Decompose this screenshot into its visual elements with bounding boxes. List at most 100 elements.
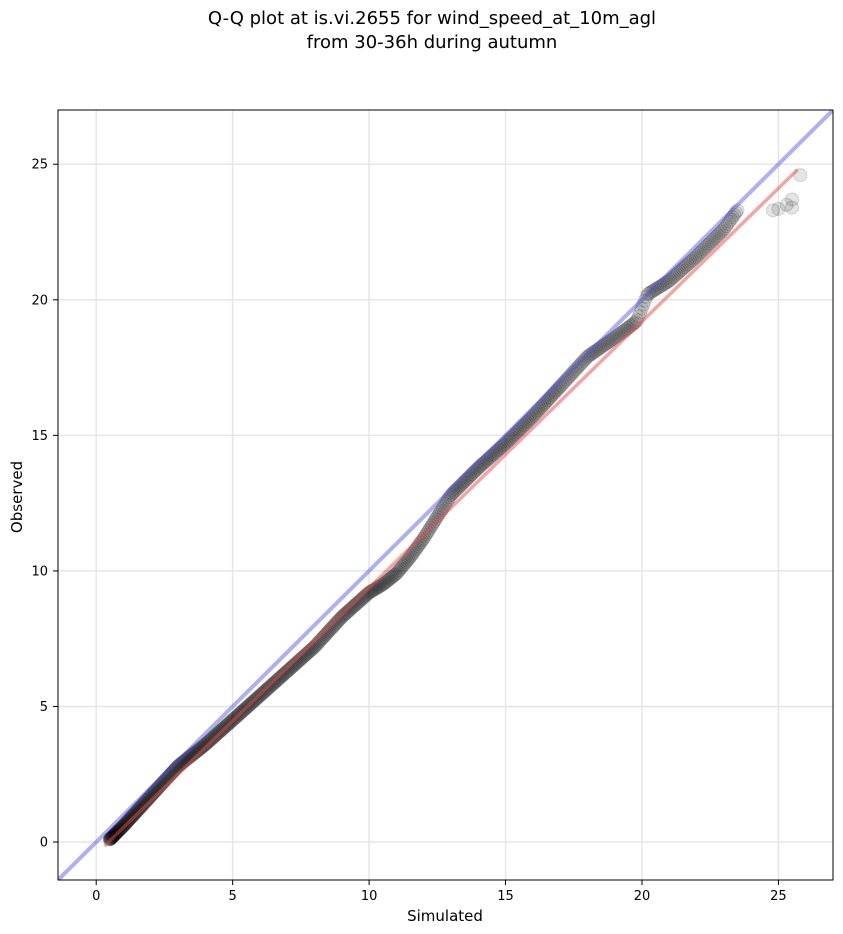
data-point (730, 203, 745, 218)
data-point (666, 270, 681, 285)
data-point (597, 337, 612, 352)
data-point (417, 529, 432, 544)
data-point (374, 577, 389, 592)
data-point (534, 400, 549, 415)
data-point (194, 740, 209, 755)
data-point (197, 738, 212, 753)
grid (58, 110, 833, 880)
data-point (129, 804, 144, 819)
data-point (496, 438, 511, 453)
x-axis-label: Simulated (407, 907, 483, 925)
y-tick-label: 20 (31, 293, 48, 308)
data-point (507, 427, 522, 442)
data-point (484, 448, 499, 463)
data-point (472, 460, 487, 475)
data-point (527, 408, 542, 423)
data-point (441, 492, 456, 507)
x-tick-label: 20 (634, 889, 651, 904)
data-point (699, 239, 714, 254)
data-point (394, 560, 409, 575)
data-point (124, 809, 139, 824)
data-point (528, 406, 543, 421)
data-point (525, 409, 540, 424)
data-point (691, 247, 706, 262)
data-point (457, 474, 472, 489)
identity-line (58, 110, 833, 880)
data-point (603, 333, 618, 348)
data-point (586, 345, 601, 360)
x-tick-label: 5 (229, 889, 237, 904)
data-point (390, 564, 405, 579)
data-point (133, 800, 148, 815)
data-point (467, 464, 482, 479)
data-point (674, 263, 689, 278)
data-point (338, 606, 353, 621)
data-point (722, 214, 737, 229)
data-point (639, 289, 654, 304)
data-point (469, 462, 484, 477)
data-point (562, 369, 577, 384)
data-point (198, 737, 213, 752)
data-point (269, 673, 284, 688)
data-point (693, 245, 708, 260)
data-point (535, 398, 550, 413)
data-point (386, 568, 401, 583)
data-point (602, 334, 617, 349)
data-point (600, 335, 615, 350)
data-point (675, 261, 690, 276)
data-point (466, 465, 481, 480)
data-point (516, 418, 531, 433)
data-point (648, 282, 663, 297)
data-point (127, 806, 142, 821)
data-point (396, 558, 411, 573)
data-point (349, 597, 364, 612)
data-point (400, 553, 415, 568)
data-point (280, 664, 295, 679)
data-point (613, 326, 628, 341)
data-point (325, 620, 340, 635)
data-point (583, 347, 598, 362)
data-point (453, 478, 468, 493)
data-point (529, 404, 544, 419)
data-point (644, 285, 659, 300)
data-point (401, 552, 416, 567)
data-point (381, 572, 396, 587)
data-point (667, 268, 682, 283)
data-point (443, 488, 458, 503)
data-point (686, 251, 701, 266)
data-point (546, 387, 561, 402)
data-point (727, 207, 742, 222)
data-point (765, 203, 780, 218)
data-point (553, 378, 568, 393)
data-point (611, 327, 626, 342)
data-point (376, 577, 391, 592)
x-tick-label: 0 (92, 889, 100, 904)
data-point (470, 461, 485, 476)
data-point (499, 435, 514, 450)
data-point (663, 273, 678, 288)
data-point (521, 414, 536, 429)
data-point (678, 258, 693, 273)
data-point (341, 604, 356, 619)
data-point (577, 352, 592, 367)
data-point (552, 380, 567, 395)
data-point (331, 613, 346, 628)
data-point (707, 231, 722, 246)
data-point (393, 561, 408, 576)
data-point (591, 341, 606, 356)
data-point (555, 377, 570, 392)
data-point (531, 403, 546, 418)
data-point (706, 232, 721, 247)
data-point (134, 799, 149, 814)
data-point (544, 388, 559, 403)
data-point (490, 443, 505, 458)
data-point (378, 574, 393, 589)
data-point (473, 458, 488, 473)
data-point (459, 472, 474, 487)
data-point (549, 383, 564, 398)
data-point (538, 395, 553, 410)
data-point (540, 393, 555, 408)
data-point (276, 667, 291, 682)
plot-content (58, 110, 833, 880)
data-point (346, 599, 361, 614)
